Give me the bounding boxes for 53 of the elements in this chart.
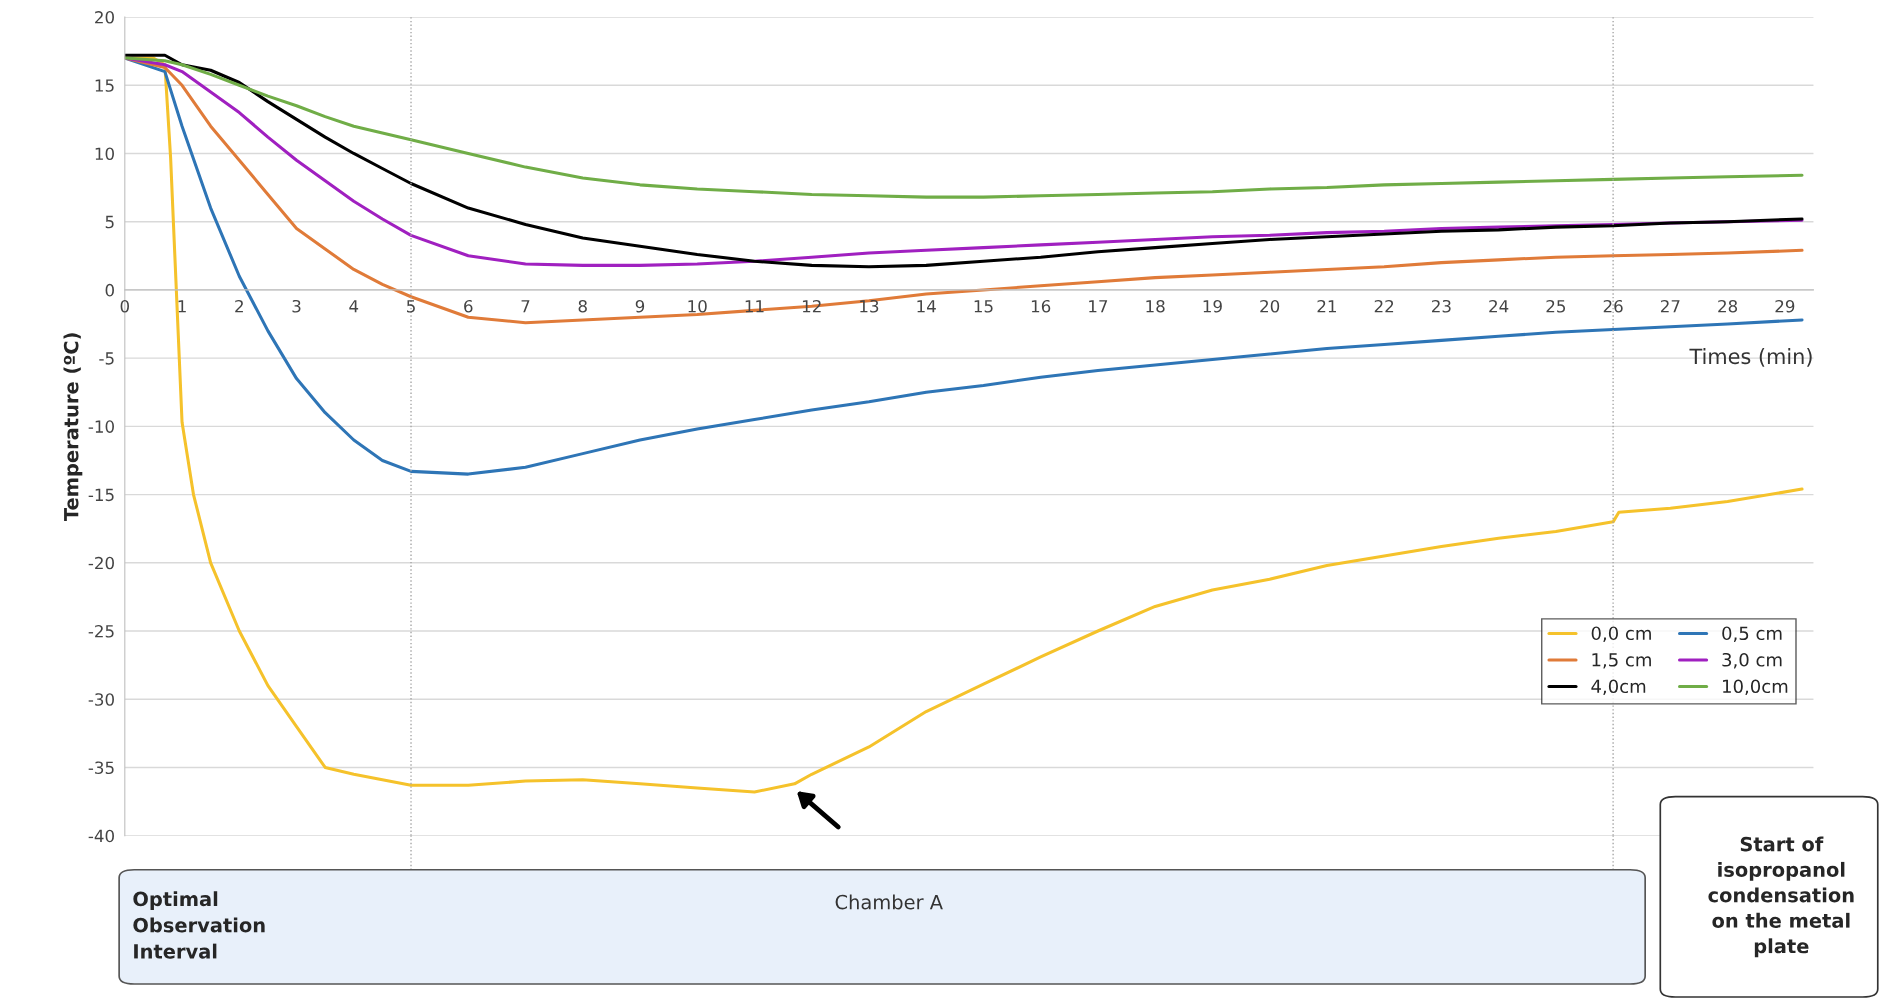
- legend-label: 3,0 cm: [1722, 652, 1782, 669]
- y-tick-label: -5: [99, 352, 114, 365]
- text: Optimal Observation Interval: [133, 891, 265, 959]
- x-tick-label: 18: [1146, 299, 1165, 313]
- x-tick-label: 22: [1374, 299, 1394, 313]
- x-tick-label: 23: [1432, 299, 1451, 313]
- x-tick-label: 26: [1603, 299, 1623, 313]
- x-tick-label: 15: [974, 300, 993, 313]
- y-tick-label: -10: [88, 420, 114, 433]
- x-tick-label: 6: [464, 299, 473, 313]
- x-tick-label: 21: [1317, 299, 1336, 313]
- legend-label: 4,0cm: [1591, 679, 1646, 695]
- y-axis-title: Temperature (ºC): [63, 333, 83, 522]
- x-tick-label: 27: [1660, 299, 1680, 313]
- x-tick-label: 28: [1718, 299, 1738, 313]
- y-tick-label: -30: [88, 693, 114, 706]
- x-tick-label: 20: [1260, 299, 1280, 313]
- x-tick-label: 1: [178, 300, 186, 313]
- x-tick-label: 19: [1203, 299, 1222, 313]
- y-tick-label: 10: [95, 147, 114, 161]
- x-tick-label: 16: [1031, 299, 1051, 313]
- x-tick-label: 13: [860, 299, 879, 313]
- x-tick-label: 29: [1775, 299, 1795, 313]
- y-tick-label: -15: [88, 488, 114, 502]
- line-series: [124, 56, 1804, 199]
- x-tick-label: 0: [120, 299, 129, 313]
- text: Chamber A: [835, 894, 943, 910]
- x-tick-label: 2: [235, 299, 243, 313]
- y-tick-label: -40: [88, 829, 114, 843]
- x-tick-label: 7: [521, 300, 530, 313]
- y-tick-label: 5: [105, 215, 114, 229]
- x-tick-label: 10: [688, 299, 707, 313]
- x-tick-label: 8: [578, 299, 587, 313]
- x-tick-label: 9: [635, 299, 645, 313]
- legend-label: 10,0cm: [1723, 679, 1788, 695]
- y-tick-label: -35: [88, 761, 114, 775]
- y-tick-label: 0: [105, 283, 114, 297]
- y-tick-label: 20: [95, 11, 114, 24]
- x-tick-label: 17: [1089, 300, 1108, 313]
- x-tick-label: 3: [292, 299, 301, 313]
- x-tick-label: 5: [407, 300, 415, 313]
- x-tick-label: 24: [1489, 299, 1509, 313]
- y-tick-label: -25: [88, 624, 114, 638]
- x-tick-label: 14: [917, 300, 936, 313]
- y-tick-label: 15: [95, 79, 114, 92]
- x-tick-label: 25: [1546, 299, 1566, 313]
- x-axis-title: Times (min): [1689, 348, 1812, 367]
- legend-label: 0,0 cm: [1591, 626, 1651, 642]
- legend-label: 1,5 cm: [1592, 653, 1651, 669]
- x-tick-label: 4: [349, 300, 359, 313]
- y-tick-label: -20: [88, 556, 114, 570]
- text: Start of isopropanol condensation on the metal plate: [1708, 836, 1854, 958]
- legend-label: 0,5 cm: [1722, 626, 1782, 642]
